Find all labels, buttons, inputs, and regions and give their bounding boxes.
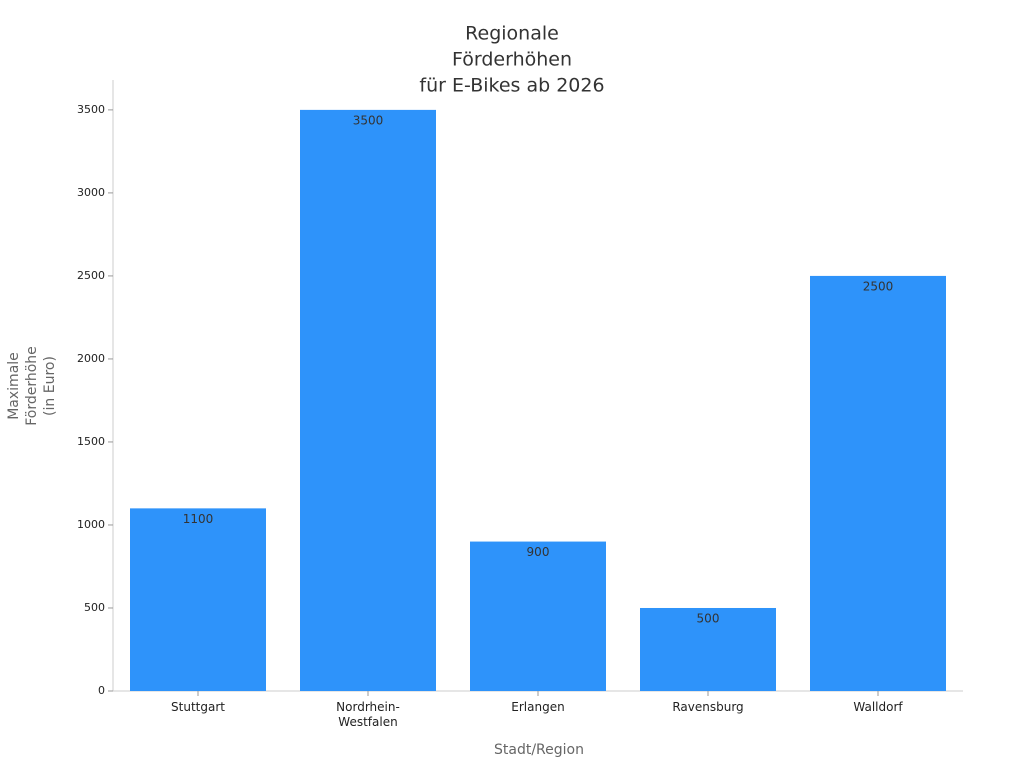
y-axis-label: (in Euro) [42,356,58,416]
x-tick-label: Walldorf [853,700,903,714]
y-axis-label: Förderhöhe [24,346,40,426]
bar [130,508,266,691]
chart-title: für E-Bikes ab 2026 [419,75,604,97]
x-tick-label: Nordrhein-Westfalen [336,700,400,729]
y-axis-label: Maximale [6,352,22,420]
x-axis-label: Stadt/Region [494,742,584,758]
value-label: 900 [527,545,550,559]
chart-title: Förderhöhen [452,49,572,71]
y-tick-label: 500 [84,601,105,614]
y-axis-label-group: Maximale Förderhöhe (in Euro) [6,346,58,426]
y-tick-label: 2000 [77,352,105,365]
y-tick-label: 2500 [77,269,105,282]
value-label: 3500 [353,113,384,127]
chart-title: Regionale [465,23,559,45]
bar [470,541,606,691]
x-tick-label: Ravensburg [672,700,744,714]
value-label: 2500 [863,279,894,293]
bar [810,275,946,691]
x-tick-label: Erlangen [511,700,565,714]
bar [300,109,436,692]
bar [640,607,776,691]
y-tick-label: 1000 [77,518,105,531]
x-tick-label: Stuttgart [171,700,225,714]
y-tick-label: 3000 [77,186,105,199]
value-label: 1100 [183,512,214,526]
y-tick-label: 1500 [77,435,105,448]
y-tick-label: 3500 [77,103,105,116]
y-tick-label: 0 [98,684,105,697]
value-label: 500 [697,611,720,625]
